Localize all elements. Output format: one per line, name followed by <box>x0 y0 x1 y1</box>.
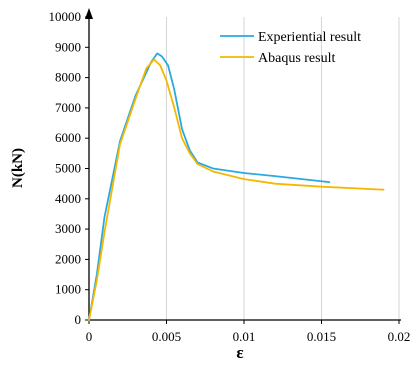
y-axis-arrowhead <box>85 8 93 19</box>
x-tick-label: 0.015 <box>307 329 336 344</box>
y-tick-label: 9000 <box>55 39 81 54</box>
y-tick-label: 8000 <box>55 70 81 85</box>
x-tick-label: 0 <box>86 329 93 344</box>
y-tick-label: 7000 <box>55 100 81 115</box>
y-tick-label: 3000 <box>55 221 81 236</box>
y-tick-label: 2000 <box>55 251 81 266</box>
x-tick-label: 0.01 <box>233 329 256 344</box>
y-tick-label: 4000 <box>55 191 81 206</box>
x-tick-label: 0.02 <box>388 329 411 344</box>
legend-label-experiential: Experiential result <box>258 30 361 45</box>
y-tick-label: 10000 <box>49 9 82 24</box>
legend-label-abaqus: Abaqus result <box>258 51 335 66</box>
axes <box>85 8 401 324</box>
y-tick-label: 1000 <box>55 282 81 297</box>
series-line-abaqus <box>88 58 385 321</box>
series-line-experiential <box>88 52 331 321</box>
x-axis-title: ε <box>236 343 243 362</box>
series-group <box>88 52 385 321</box>
legend: Experiential result Abaqus result <box>220 30 361 66</box>
tick-labels: 0 1000 2000 3000 4000 5000 6000 7000 8000 9000 100… <box>49 9 411 344</box>
y-tick-label: 6000 <box>55 130 81 145</box>
y-tick-label: 0 <box>75 312 82 327</box>
y-tick-label: 5000 <box>55 161 81 176</box>
x-tick-label: 0.005 <box>152 329 181 344</box>
y-axis-title: N(kN) <box>10 148 26 188</box>
grid-lines <box>166 17 400 320</box>
